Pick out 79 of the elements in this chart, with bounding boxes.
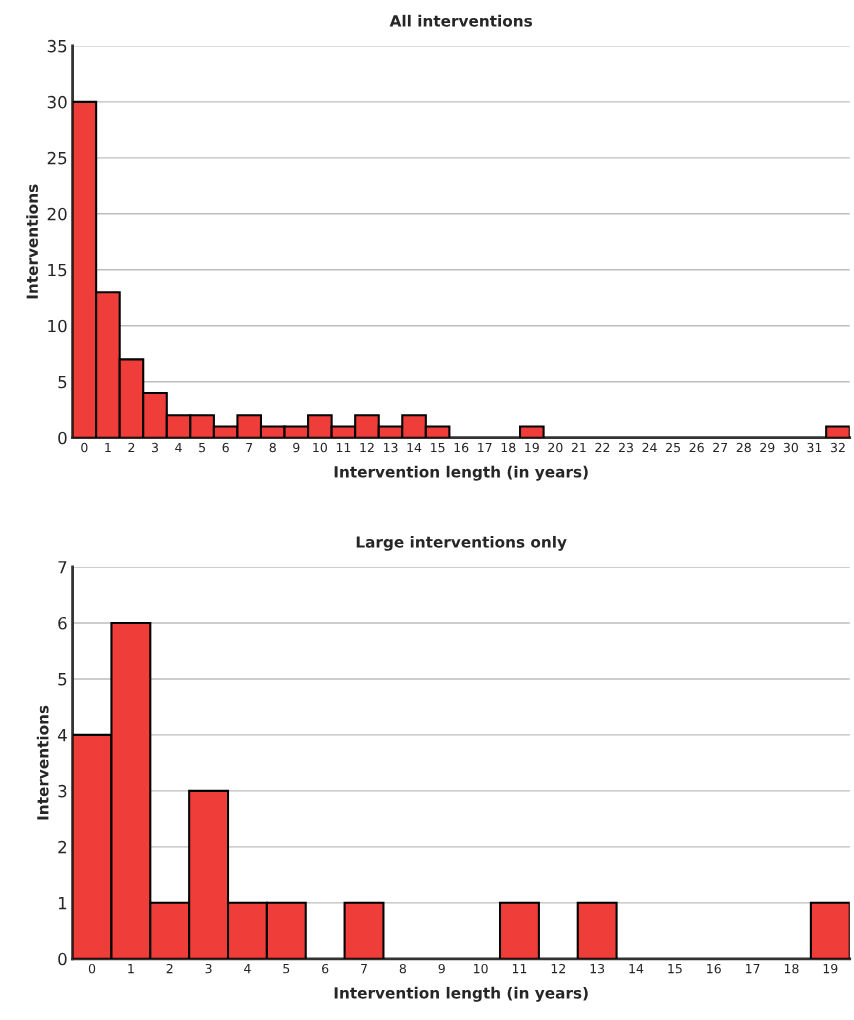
x-tick-label: 27 xyxy=(713,442,728,453)
bar xyxy=(343,901,385,959)
y-tick-label: 20 xyxy=(47,207,67,221)
x-tick-label: 11 xyxy=(336,442,351,453)
x-tick-label: 18 xyxy=(501,442,516,453)
x-tick-label: 12 xyxy=(551,963,565,974)
bar xyxy=(825,425,850,438)
x-tick-label: 21 xyxy=(571,442,586,453)
chart-title: Large interventions only xyxy=(356,535,567,551)
y-tick-label: 25 xyxy=(47,151,67,165)
x-tick-label: 31 xyxy=(807,442,822,453)
bar xyxy=(576,901,618,959)
y-tick-label: 3 xyxy=(58,784,67,798)
y-tick-label: 2 xyxy=(58,840,67,854)
bar xyxy=(809,901,850,959)
y-tick-label: 30 xyxy=(47,95,67,109)
x-tick-label: 22 xyxy=(595,442,610,453)
x-tick-label: 0 xyxy=(81,442,88,453)
x-tick-label: 25 xyxy=(666,442,680,453)
bar xyxy=(498,901,540,959)
x-tick-label: 17 xyxy=(478,442,492,453)
x-tick-label: 30 xyxy=(783,442,798,453)
y-tick-label: 7 xyxy=(58,561,67,574)
y-tick-label: 10 xyxy=(48,319,67,333)
x-tick-label: 2 xyxy=(166,963,173,974)
x-tick-label: 24 xyxy=(642,442,657,453)
x-tick-label: 26 xyxy=(689,442,704,453)
x-tick-label: 13 xyxy=(590,963,605,974)
bar xyxy=(518,425,545,438)
x-tick-label: 2 xyxy=(128,442,135,453)
x-axis-title: Intervention length (in years) xyxy=(334,986,588,1002)
x-tick-label: 9 xyxy=(438,963,445,974)
x-tick-label: 9 xyxy=(293,442,300,453)
x-tick-label: 5 xyxy=(199,442,205,453)
x-tick-label: 3 xyxy=(151,442,158,453)
x-tick-label: 13 xyxy=(383,442,398,453)
x-tick-label: 6 xyxy=(322,963,329,974)
x-tick-label: 7 xyxy=(246,442,253,453)
x-tick-label: 12 xyxy=(360,442,374,453)
y-tick-label: 5 xyxy=(58,673,67,686)
x-tick-label: 8 xyxy=(269,442,276,453)
x-tick-label: 1 xyxy=(105,442,111,453)
x-tick-label: 14 xyxy=(407,442,422,453)
x-tick-label: 10 xyxy=(313,442,327,453)
x-tick-label: 6 xyxy=(222,442,229,453)
y-axis-title: Interventions xyxy=(36,705,49,820)
x-tick-label: 4 xyxy=(175,442,182,453)
x-tick-label: 18 xyxy=(784,963,799,974)
x-tick-label: 7 xyxy=(361,964,367,974)
y-tick-label: 1 xyxy=(58,897,67,910)
x-tick-label: 23 xyxy=(618,442,633,453)
x-tick-label: 1 xyxy=(128,964,134,974)
x-tick-label: 29 xyxy=(760,442,775,453)
y-tick-label: 4 xyxy=(57,729,67,742)
chart-title: All interventions xyxy=(389,14,532,27)
x-tick-label: 16 xyxy=(454,442,469,453)
x-tick-label: 14 xyxy=(629,964,644,974)
x-tick-label: 15 xyxy=(431,442,445,453)
x-tick-label: 19 xyxy=(525,442,539,453)
y-tick-label: 6 xyxy=(58,616,67,630)
x-tick-label: 11 xyxy=(512,964,527,974)
x-tick-label: 17 xyxy=(746,964,760,974)
x-tick-label: 10 xyxy=(474,963,488,974)
x-tick-label: 4 xyxy=(244,964,251,974)
x-axis-title: Intervention length (in years) xyxy=(334,465,588,481)
x-tick-label: 28 xyxy=(736,442,751,453)
x-tick-label: 15 xyxy=(668,964,682,974)
y-tick-label: 5 xyxy=(58,375,67,389)
x-tick-label: 32 xyxy=(830,442,845,453)
x-tick-label: 3 xyxy=(205,963,212,974)
y-tick-label: 15 xyxy=(48,263,67,277)
x-tick-label: 8 xyxy=(399,963,406,974)
x-tick-label: 19 xyxy=(823,963,838,974)
y-axis-title: Interventions xyxy=(26,184,38,299)
x-tick-label: 16 xyxy=(707,963,721,974)
x-tick-label: 0 xyxy=(88,963,96,974)
y-tick-label: 35 xyxy=(47,39,67,53)
x-tick-label: 20 xyxy=(548,442,563,453)
x-tick-label: 5 xyxy=(283,964,290,974)
